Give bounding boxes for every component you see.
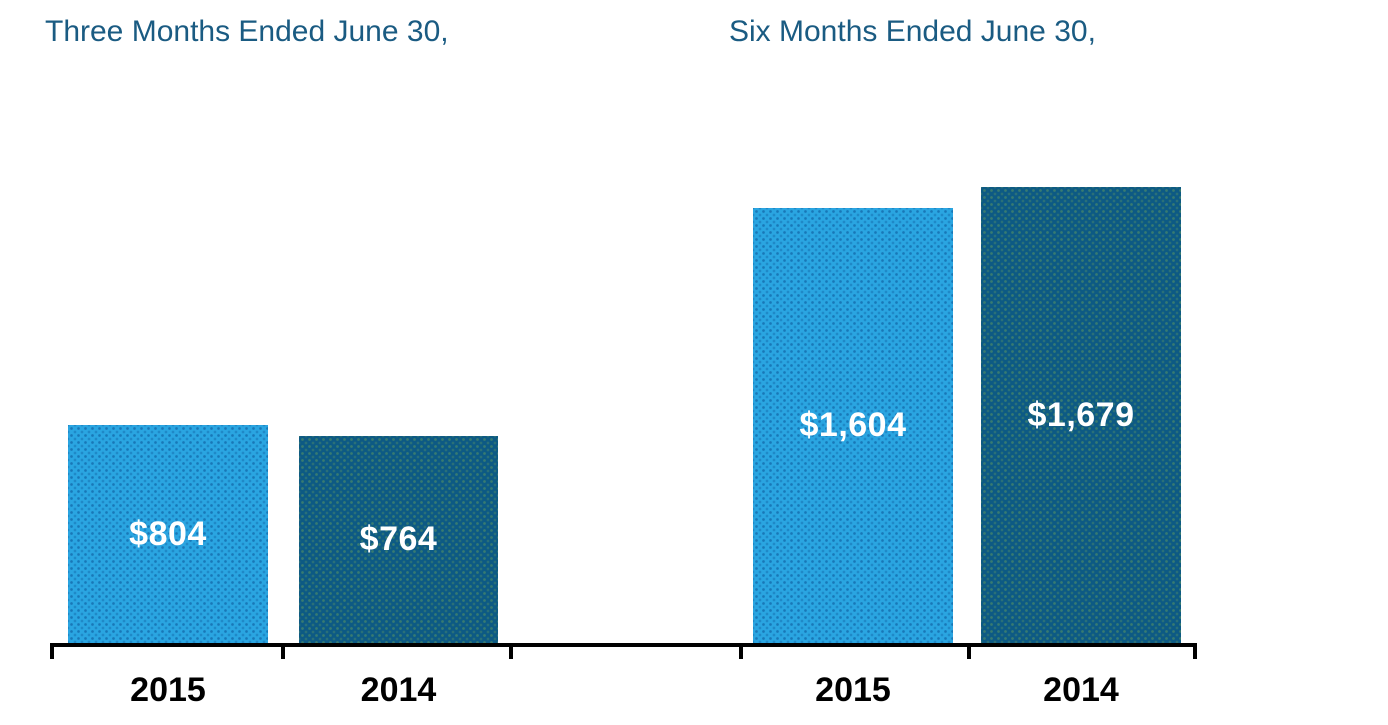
bar-value-label: $1,604 [799,406,907,444]
left-panel-title: Three Months Ended June 30, [45,15,449,48]
x-axis-tick [967,643,971,659]
category-label-three-months-2015: 2015 [130,671,206,709]
x-axis-tick [281,643,285,659]
bar-three-months-2014: $764 [299,436,498,643]
bar-value-label: $804 [129,514,207,553]
bar-six-months-2014: $1,679 [981,187,1181,643]
bar-three-months-2015: $804 [68,425,268,643]
bar-value-label: $764 [359,520,438,558]
category-label-six-months-2015: 2015 [815,671,891,709]
bar-six-months-2015: $1,604 [753,208,953,643]
category-label-six-months-2014: 2014 [1043,671,1119,709]
right-panel-title: Six Months Ended June 30, [729,15,1096,48]
x-axis-tick [50,643,54,659]
bar-value-label: $1,679 [1027,395,1135,434]
x-axis-line [50,643,1197,647]
category-label-three-months-2014: 2014 [360,671,437,709]
x-axis-tick [739,643,743,659]
x-axis-tick [509,643,513,659]
x-axis-tick [1193,643,1197,659]
